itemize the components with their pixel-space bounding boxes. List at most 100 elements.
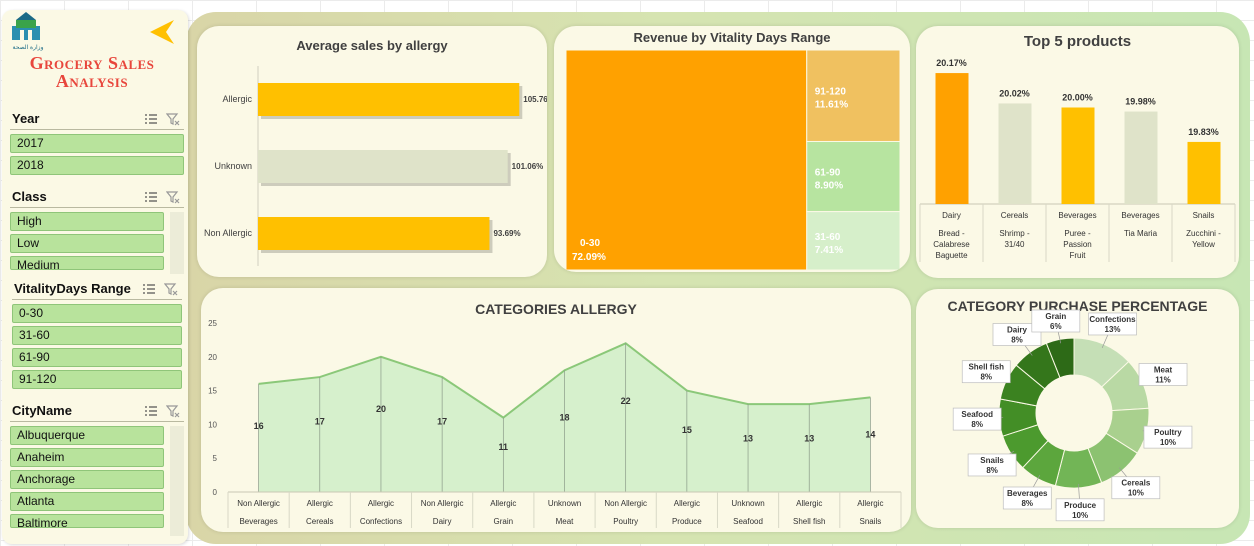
y-tick-label: 15 <box>208 387 217 396</box>
allergy-label: Allergic <box>857 499 883 508</box>
slice-name: Beverages <box>1007 489 1048 498</box>
area-chart-title: CATEGORIES ALLERGY <box>475 301 637 317</box>
data-label: 11 <box>499 442 509 452</box>
category-label: Beverages <box>239 517 277 526</box>
slicer-item-medium[interactable]: Medium <box>10 256 164 272</box>
data-label: 105.76% <box>523 95 547 104</box>
data-callout <box>992 323 1042 346</box>
treemap-tile <box>806 49 901 142</box>
multi-select-icon[interactable] <box>142 282 156 296</box>
clear-filter-icon[interactable] <box>166 190 180 204</box>
multi-select-icon[interactable] <box>144 404 158 418</box>
data-label: 18 <box>559 413 569 423</box>
y-tick-label: 0 <box>213 488 218 497</box>
tile-value: 8.90% <box>815 181 843 192</box>
treemap-card: Revenue by Vitality Days Range 0-30 72.09… <box>554 26 910 272</box>
bar <box>1124 111 1158 204</box>
category-label: Dairy <box>942 211 961 220</box>
slice-name: Seafood <box>961 410 993 419</box>
class-slicer: Class High Low Medium <box>10 186 184 274</box>
category-label: Unknown <box>214 161 252 171</box>
slice-value: 8% <box>971 420 983 429</box>
category-label: Beverages <box>1058 211 1096 220</box>
product-label: Zucchini - <box>1186 229 1221 238</box>
product-label: Baguette <box>935 251 968 260</box>
data-label: 13 <box>743 434 753 444</box>
bar <box>258 150 508 183</box>
y-tick-label: 25 <box>208 319 217 328</box>
product-label: Puree - <box>1064 229 1091 238</box>
class-scrollbar[interactable] <box>170 212 184 274</box>
title-line-1: Grocery Sales <box>29 53 155 73</box>
data-label: 17 <box>437 417 447 427</box>
category-purchase-card: CATEGORY PURCHASE PERCENTAGE Confections… <box>916 289 1239 528</box>
allergy-label: Allergic <box>307 499 333 508</box>
data-label: 13 <box>804 434 814 444</box>
data-callout <box>952 407 1002 431</box>
slicer-item-albuquerque[interactable]: Albuquerque <box>10 426 164 445</box>
data-label: 22 <box>621 396 631 406</box>
slice-value: 10% <box>1128 489 1144 498</box>
slicer-item-2017[interactable]: 2017 <box>10 134 184 153</box>
product-label: Shrimp - <box>999 229 1030 238</box>
slice-name: Cereals <box>1121 479 1150 488</box>
category-label: Shell fish <box>793 517 825 526</box>
multi-select-icon[interactable] <box>144 112 158 126</box>
allergy-chart-title: Average sales by allergy <box>296 38 448 53</box>
data-callout <box>1088 312 1137 336</box>
bar <box>935 73 969 204</box>
slicer-item-high[interactable]: High <box>10 212 164 231</box>
data-label: 17 <box>315 417 325 427</box>
category-label: Seafood <box>733 517 763 526</box>
tile-value: 11.61% <box>815 100 848 111</box>
data-label: 20 <box>376 404 386 414</box>
treemap-tile <box>565 49 808 271</box>
slice-name: Dairy <box>1007 326 1028 335</box>
tile-value: 72.09% <box>572 252 606 263</box>
slicer-item-baltimore[interactable]: Baltimore <box>10 514 164 530</box>
allergy-label: Non Allergic <box>421 499 464 508</box>
y-tick-label: 20 <box>208 353 217 362</box>
top5-card: Top 5 products 20.17% Dairy Bread - Calabre… <box>916 26 1239 278</box>
category-label: Dairy <box>433 517 452 526</box>
allergy-label: Allergic <box>796 499 822 508</box>
allergy-label: Non Allergic <box>604 499 647 508</box>
back-arrow-icon[interactable] <box>148 18 176 46</box>
data-callout <box>1138 363 1188 386</box>
data-label: 19.98% <box>1125 97 1156 107</box>
bar <box>1061 107 1095 204</box>
multi-select-icon[interactable] <box>144 190 158 204</box>
slicer-item-0-30[interactable]: 0-30 <box>12 304 182 323</box>
slicer-item-atlanta[interactable]: Atlanta <box>10 492 164 511</box>
data-label: 101.06% <box>512 162 544 171</box>
allergy-label: Allergic <box>674 499 700 508</box>
slice-name: Shell fish <box>968 363 1004 372</box>
tile-label: 0-30 <box>580 238 600 249</box>
y-tick-label: 5 <box>213 454 218 463</box>
clear-filter-icon[interactable] <box>166 404 180 418</box>
slicer-item-anchorage[interactable]: Anchorage <box>10 470 164 489</box>
treemap-chart: 0-30 72.09% 91-120 11.61% 61-90 8.90% 31-60 7.4… <box>565 49 901 271</box>
slicer-item-61-90[interactable]: 61-90 <box>12 348 182 367</box>
slicer-item-91-120[interactable]: 91-120 <box>12 370 182 389</box>
year-slicer-title: Year <box>12 111 40 126</box>
tile-label: 61-90 <box>815 168 841 179</box>
slicer-item-anaheim[interactable]: Anaheim <box>10 448 164 467</box>
bar <box>1187 141 1221 204</box>
data-label: 14 <box>865 429 875 439</box>
slicer-item-low[interactable]: Low <box>10 234 164 253</box>
tile-label: 31-60 <box>815 232 841 243</box>
data-callout <box>1031 309 1081 333</box>
treemap-title: Revenue by Vitality Days Range <box>633 30 831 45</box>
slice-name: Confections <box>1089 315 1136 324</box>
slice-name: Grain <box>1045 312 1066 321</box>
clear-filter-icon[interactable] <box>164 282 178 296</box>
city-scrollbar[interactable] <box>170 426 184 536</box>
data-label: 20.17% <box>936 58 967 68</box>
slicer-item-2018[interactable]: 2018 <box>10 156 184 175</box>
slice-value: 8% <box>1011 336 1023 345</box>
category-label: Cereals <box>306 517 334 526</box>
slicer-item-31-60[interactable]: 31-60 <box>12 326 182 345</box>
data-label: 15 <box>682 425 692 435</box>
clear-filter-icon[interactable] <box>166 112 180 126</box>
